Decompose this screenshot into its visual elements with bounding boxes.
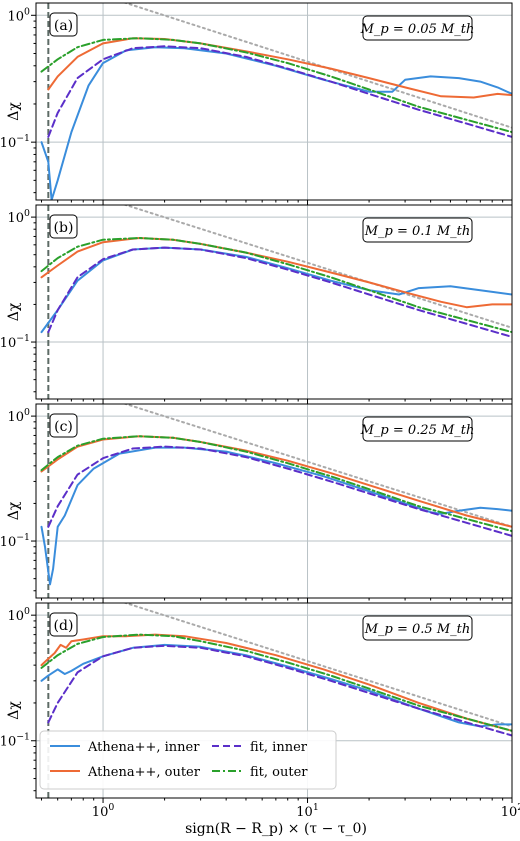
panel-a: 100 10−1 Δχ (a) M_p = 0.05 M_th: [0, 2, 513, 205]
y-tick-label: 10−1: [0, 732, 30, 750]
series-line-fit-inner: [47, 246, 512, 338]
mass-label-box: [362, 217, 473, 243]
legend-entry: fit, outer: [250, 765, 308, 780]
panel-frame: [35, 602, 513, 799]
x-tick-label: 101: [296, 802, 319, 820]
y-axis-label: Δχ: [6, 302, 22, 321]
series-line-fit-inner: [47, 445, 512, 537]
mass-label: M_p = 0.05 M_th: [360, 15, 475, 41]
y-axis-label: Δχ: [6, 501, 22, 520]
y-tick-label: 100: [8, 606, 31, 624]
series-line-athena-inner: [40, 643, 512, 728]
legend-entry: Athena++, inner: [87, 740, 200, 755]
mass-label-box: [362, 416, 473, 442]
series-line-asymptote: [122, 3, 512, 129]
plot-area: [40, 3, 512, 200]
x-tick-label: 100: [92, 802, 115, 820]
y-axis-label: Δχ: [6, 102, 22, 121]
panel-frame: [35, 204, 513, 400]
series-line-fit-inner: [47, 644, 512, 737]
y-tick-label: 100: [8, 407, 31, 425]
panel-label-text: (b): [54, 220, 74, 236]
y-tick-label: 10−1: [0, 333, 30, 351]
y-tick-label: 10−1: [0, 133, 30, 151]
panel-label: (a): [49, 12, 78, 37]
y-tick-label: 100: [8, 208, 31, 226]
mass-label-text: M_p = 0.25 M_th: [360, 423, 475, 438]
legend-entry: Athena++, outer: [87, 765, 201, 780]
panel-b: 100 10−1 Δχ (b) M_p = 0.1 M_th: [0, 204, 513, 404]
series-line-fit-inner: [47, 45, 512, 138]
series-line-athena-inner: [40, 246, 512, 334]
panel-label: (c): [49, 413, 78, 438]
panel-label-box: [49, 413, 78, 438]
panel-label-box: [49, 612, 78, 637]
mass-label: M_p = 0.1 M_th: [362, 217, 473, 243]
panel-frame: [35, 2, 513, 201]
panel-label-text: (c): [54, 419, 73, 435]
y-axis-label: Δχ: [6, 701, 22, 720]
series-line-asymptote: [122, 404, 512, 528]
series-line-asymptote: [122, 205, 512, 329]
legend-box: [39, 730, 337, 790]
mass-label-text: M_p = 0.05 M_th: [360, 22, 475, 37]
panel-label-box: [49, 12, 78, 37]
x-axis-label: sign(R − R_p) × (τ − τ_0): [185, 821, 367, 837]
series-line-athena-outer: [47, 37, 512, 99]
panels-layer: 100 10−1 Δχ (a) M_p = 0.05 M_th 100 10−1 Δχ (b) M…: [0, 2, 520, 820]
y-tick-label: 10−1: [0, 532, 30, 550]
mass-label: M_p = 0.5 M_th: [362, 615, 473, 641]
panel-label-text: (d): [54, 618, 74, 634]
plot-area: [40, 404, 512, 598]
series-line-fit-outer: [40, 37, 512, 134]
legend-entry: fit, inner: [250, 740, 308, 755]
legend: Athena++, inner Athena++, outer fit, inner…: [39, 730, 337, 790]
panel-label: (d): [49, 612, 78, 637]
series-line-fit-outer: [40, 435, 512, 533]
mass-label-box: [362, 15, 473, 41]
mass-label-box: [362, 615, 473, 641]
mass-label-text: M_p = 0.5 M_th: [364, 622, 471, 637]
series-line-fit-outer: [40, 633, 512, 732]
panel-label-box: [49, 214, 78, 239]
mass-label-text: M_p = 0.1 M_th: [364, 224, 471, 239]
series-line-athena-inner: [40, 46, 512, 200]
panel-frame: [35, 403, 513, 599]
mass-label: M_p = 0.25 M_th: [360, 416, 475, 442]
panel-label-text: (a): [54, 18, 73, 34]
panel-c: 100 10−1 Δχ (c) M_p = 0.25 M_th: [0, 403, 513, 603]
plot-area: [40, 205, 512, 399]
y-tick-label: 100: [8, 6, 31, 24]
x-tick-label: 102: [501, 802, 520, 820]
series-line-fit-outer: [40, 237, 512, 334]
panel-label: (b): [49, 214, 78, 239]
series-line-asymptote: [122, 603, 512, 728]
series-line-athena-outer: [40, 237, 512, 309]
